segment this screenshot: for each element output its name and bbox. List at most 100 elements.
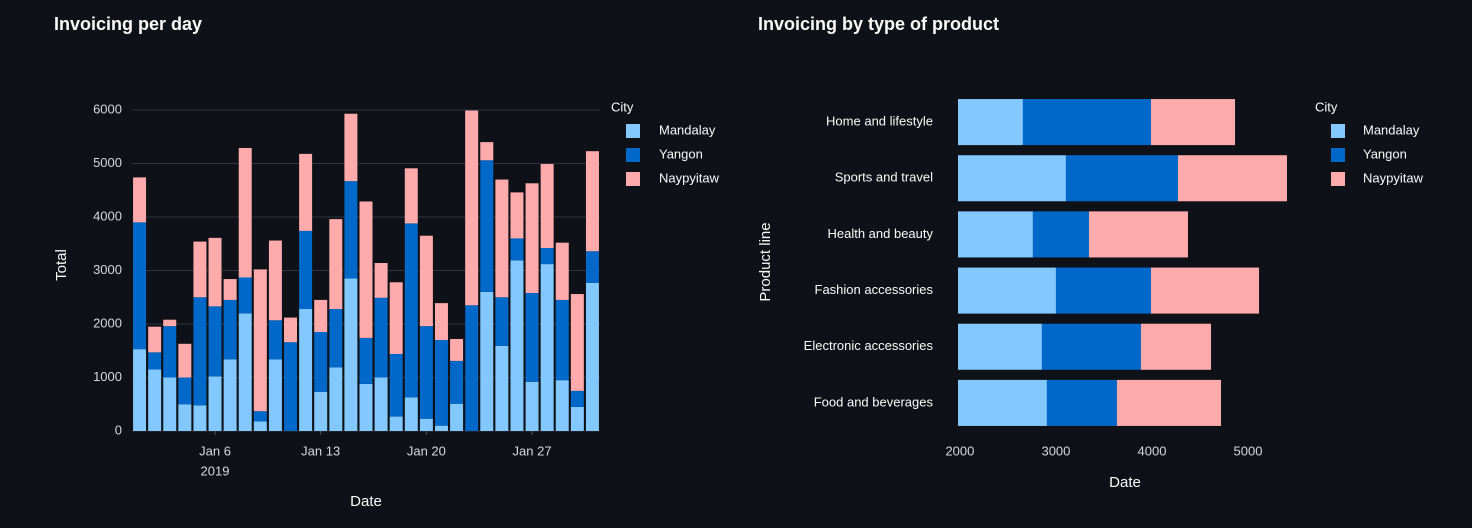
legend-swatch xyxy=(1331,172,1345,186)
legend-swatch xyxy=(1331,148,1345,162)
y-tick-label: 6000 xyxy=(93,101,122,116)
bar-segment xyxy=(480,291,494,431)
bar-segment xyxy=(208,376,222,431)
legend-title: City xyxy=(1315,99,1338,114)
bar-segment xyxy=(344,113,358,182)
bar-segment xyxy=(958,211,1033,258)
bar-segment xyxy=(540,248,554,265)
bar-segment xyxy=(344,278,358,431)
bar-segment xyxy=(133,222,147,350)
chart-title: Invoicing by type of product xyxy=(758,14,999,34)
bar-segment xyxy=(555,380,569,431)
bar-segment xyxy=(223,299,237,360)
y-tick-label: Fashion accessories xyxy=(815,282,934,297)
x-tick-sublabel: 2019 xyxy=(201,463,230,478)
bar-segment xyxy=(148,369,162,431)
bar-segment xyxy=(1041,323,1141,370)
bar-segment xyxy=(389,353,403,417)
y-axis-title: Total xyxy=(53,249,70,281)
y-tick-label: Home and lifestyle xyxy=(826,114,933,129)
bar-segment xyxy=(958,267,1056,314)
chart-title: Invoicing per day xyxy=(54,14,202,34)
bar-segment xyxy=(268,359,282,431)
bar-segment xyxy=(1088,211,1188,258)
bar-segment xyxy=(570,390,584,407)
bar-segment xyxy=(525,183,539,293)
bar-segment xyxy=(374,297,388,378)
bar-segment xyxy=(253,269,267,412)
bar-segment xyxy=(223,279,237,300)
legend-label: Yangon xyxy=(1363,146,1407,161)
legend-title: City xyxy=(611,99,634,114)
y-tick-label: Sports and travel xyxy=(835,170,933,185)
y-tick-label: Food and beverages xyxy=(814,394,934,409)
bar-segment xyxy=(329,219,343,310)
bar-segment xyxy=(238,147,252,278)
bar-segment xyxy=(299,153,313,231)
legend-swatch xyxy=(626,148,640,162)
bar-segment xyxy=(284,317,298,343)
bar-segment xyxy=(958,379,1047,426)
bar-segment xyxy=(404,223,418,398)
y-tick-label: 4000 xyxy=(93,208,122,223)
bar-segment xyxy=(163,377,177,431)
bar-segment xyxy=(419,326,433,419)
bar-segment xyxy=(374,263,388,298)
x-tick-label: Jan 6 xyxy=(199,443,231,458)
bar-segment xyxy=(299,309,313,431)
x-axis-title: Date xyxy=(1109,474,1141,491)
bar-segment xyxy=(434,303,448,341)
y-tick-label: Electronic accessories xyxy=(804,338,934,353)
bar-segment xyxy=(133,177,147,223)
bar-segment xyxy=(389,282,403,354)
bar-segment xyxy=(1151,99,1236,146)
bar-segment xyxy=(434,340,448,426)
legend-swatch xyxy=(626,172,640,186)
legend-label: Naypyitaw xyxy=(659,170,720,185)
bar-segment xyxy=(178,404,192,431)
x-tick-label: Jan 20 xyxy=(407,443,446,458)
bar-segment xyxy=(314,299,328,333)
x-tick-label: 5000 xyxy=(1234,443,1263,458)
x-tick-label: Jan 27 xyxy=(513,443,552,458)
bar-segment xyxy=(359,337,373,384)
bar-segment xyxy=(1055,267,1152,314)
bar-segment xyxy=(525,381,539,431)
legend-label: Naypyitaw xyxy=(1363,170,1424,185)
bar-segment xyxy=(253,421,267,431)
bar-segment xyxy=(329,367,343,431)
bar-segment xyxy=(163,319,177,327)
bar-segment xyxy=(1140,323,1212,370)
bar-segment xyxy=(1065,155,1178,202)
bar-segment xyxy=(1116,379,1222,426)
bar-segment xyxy=(450,403,464,431)
bar-segment xyxy=(178,377,192,405)
y-tick-label: 5000 xyxy=(93,155,122,170)
bar-segment xyxy=(404,397,418,431)
bar-segment xyxy=(585,151,599,252)
legend-label: Mandalay xyxy=(1363,122,1420,137)
bar-segment xyxy=(419,418,433,431)
bar-segment xyxy=(344,181,358,279)
bar-segment xyxy=(434,425,448,431)
bar-segment xyxy=(510,192,524,239)
bar-segment xyxy=(253,411,267,422)
bar-segment xyxy=(1151,267,1260,314)
bar-segment xyxy=(495,345,509,431)
bar-segment xyxy=(958,323,1042,370)
legend-label: Yangon xyxy=(659,146,703,161)
legend-swatch xyxy=(1331,124,1345,138)
bar-segment xyxy=(585,251,599,283)
bar-segment xyxy=(374,377,388,431)
bar-segment xyxy=(555,299,569,381)
bar-segment xyxy=(419,235,433,327)
x-axis-title: Date xyxy=(350,493,382,510)
bar-segment xyxy=(314,391,328,431)
bar-segment xyxy=(480,160,494,292)
bar-segment xyxy=(1022,99,1152,146)
legend-label: Mandalay xyxy=(659,122,716,137)
bar-segment xyxy=(268,240,282,321)
bar-segment xyxy=(510,238,524,261)
bar-segment xyxy=(540,164,554,249)
